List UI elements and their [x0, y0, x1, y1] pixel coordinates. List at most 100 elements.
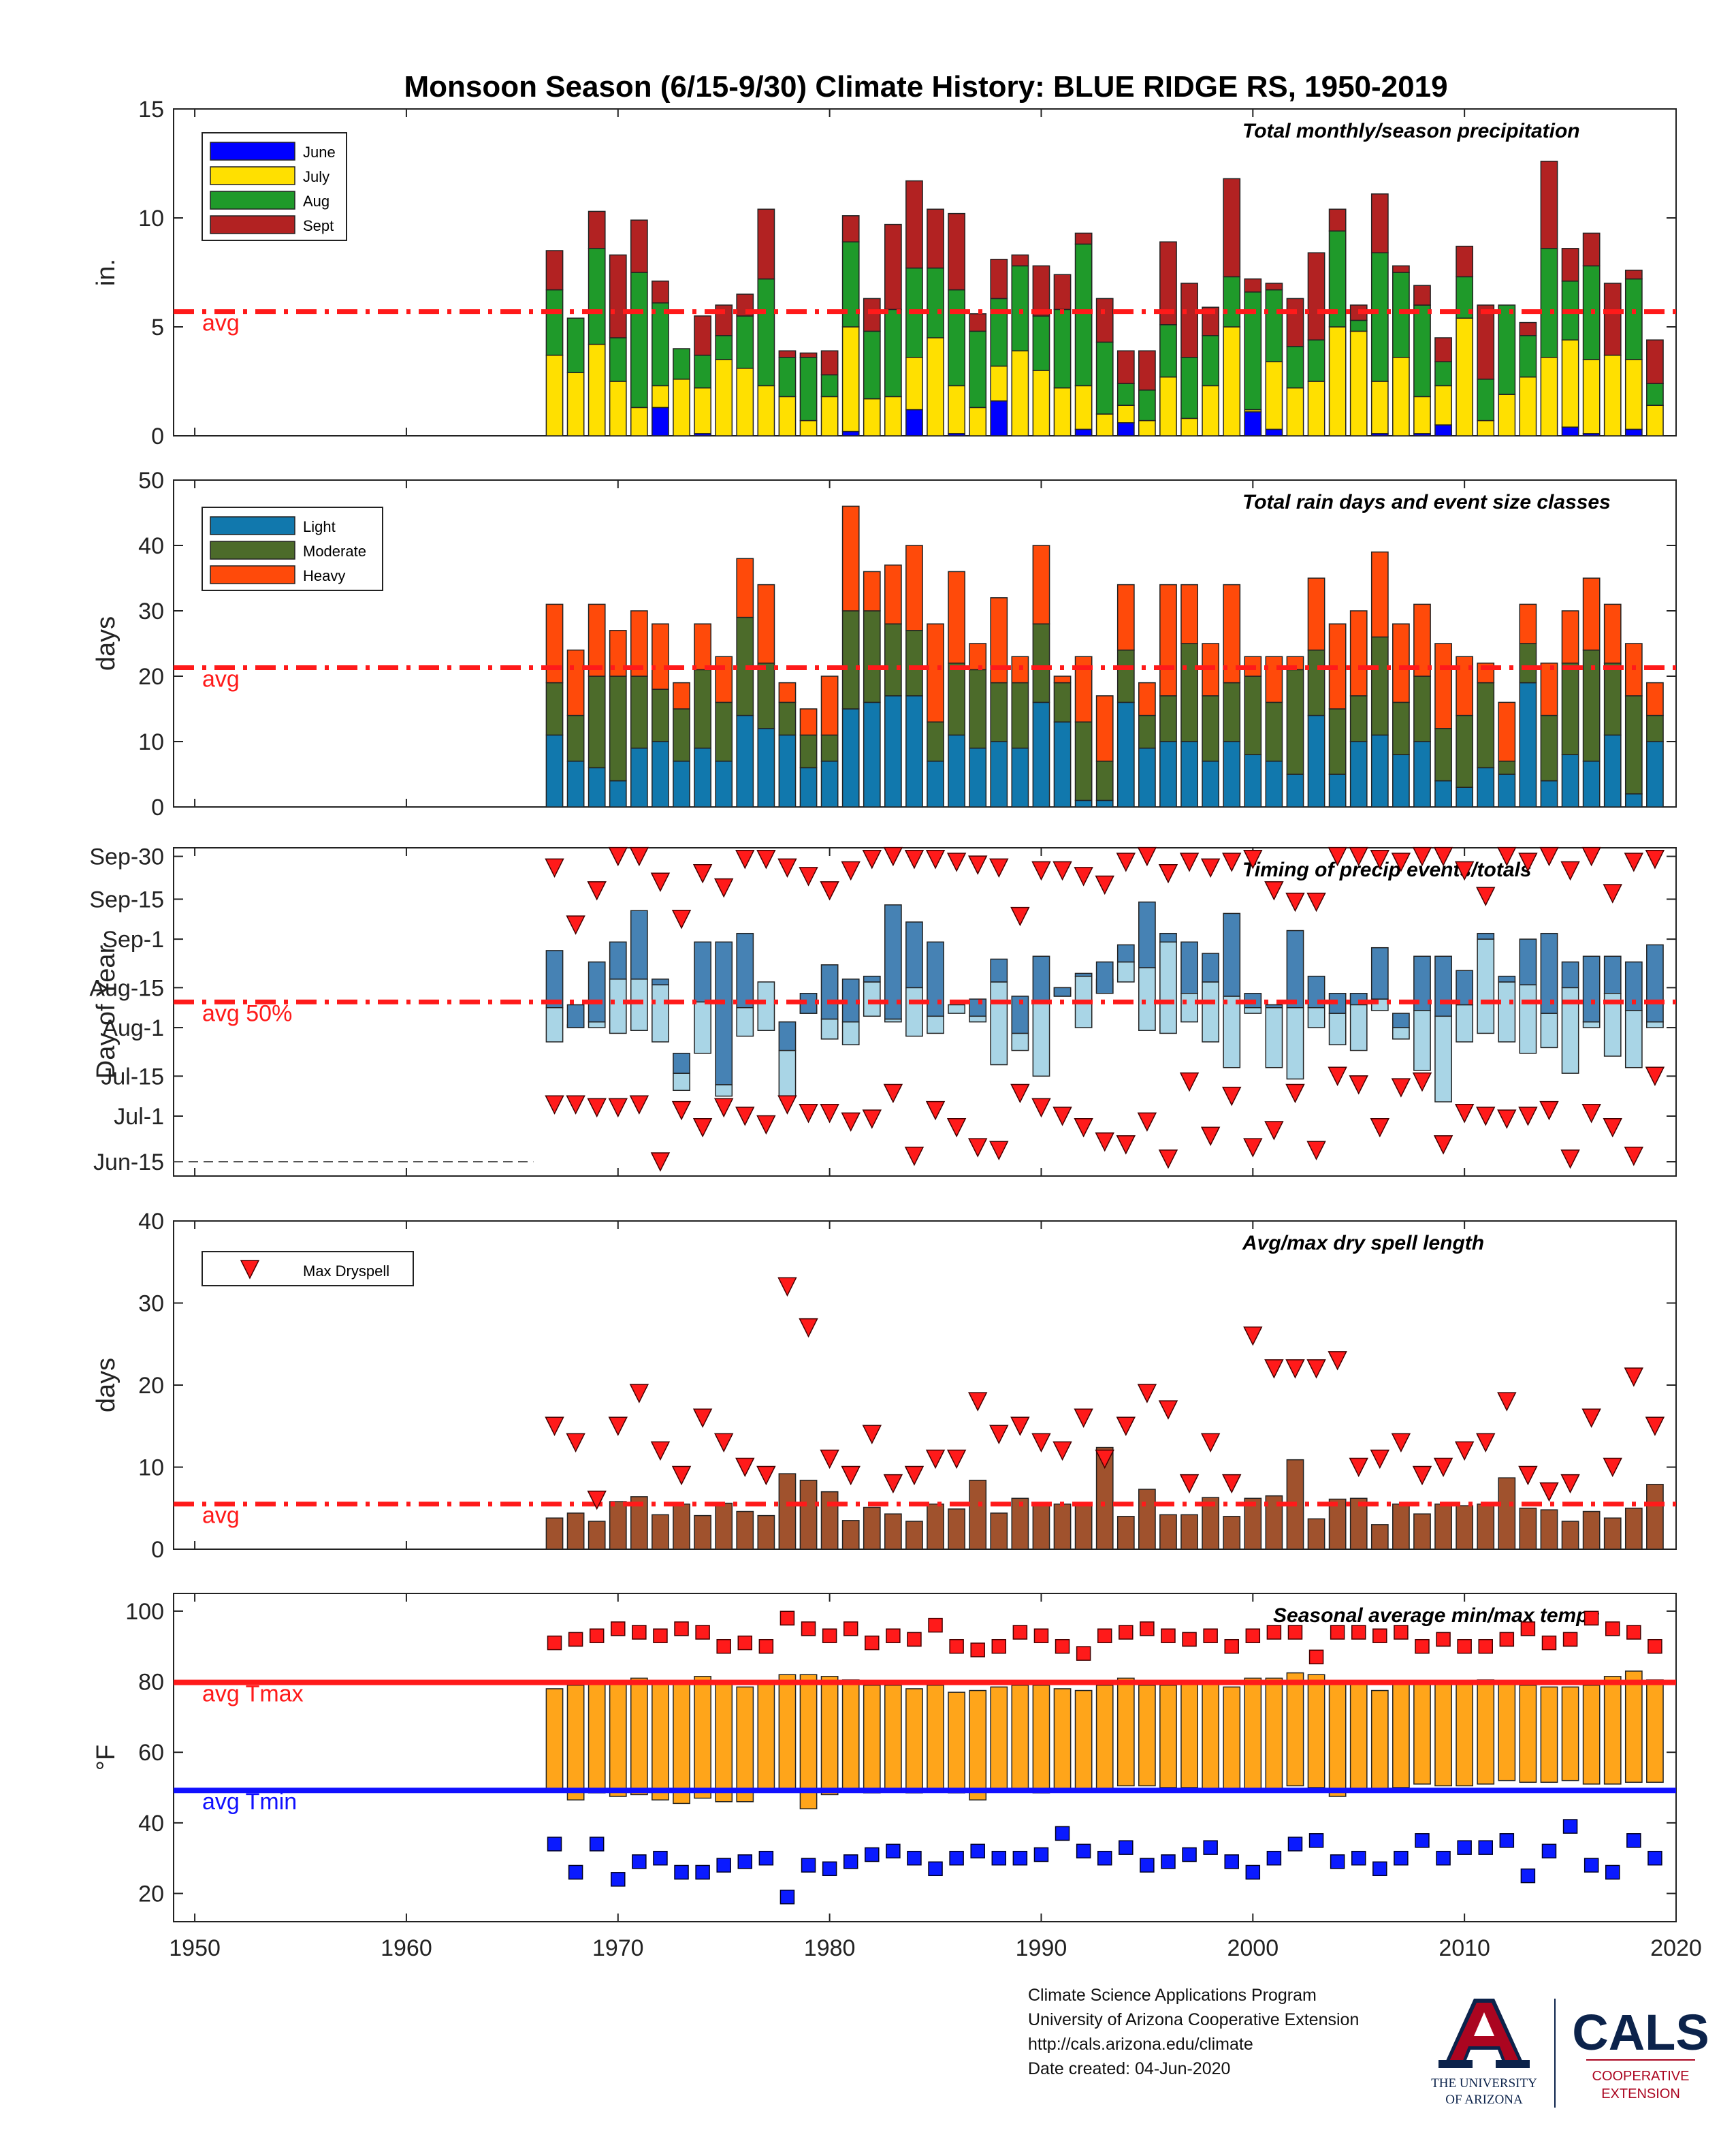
tmin-marker — [1647, 1850, 1662, 1866]
temp-range-bar — [948, 1692, 965, 1794]
bar-segment — [1328, 208, 1347, 232]
legend-swatch — [210, 166, 295, 185]
first-event-marker — [925, 1100, 946, 1121]
bar-segment — [1011, 350, 1029, 436]
dryspell-bar — [715, 1502, 733, 1550]
bar-segment — [1540, 161, 1558, 249]
timing-bar-lower — [1159, 941, 1177, 1034]
first-event-marker — [1518, 1107, 1538, 1126]
max-dryspell-marker — [1179, 1474, 1200, 1494]
max-dryspell-marker — [1624, 1367, 1644, 1387]
tmax-marker — [1394, 1625, 1409, 1640]
temp-range-bar — [1116, 1677, 1135, 1787]
timing-bar-upper — [863, 975, 881, 983]
bar-segment — [715, 335, 733, 360]
tmax-marker — [1584, 1610, 1599, 1626]
temp-range-bar — [1265, 1677, 1283, 1790]
bar-segment — [1646, 404, 1664, 436]
bar-segment — [927, 337, 944, 436]
tmax-marker — [1308, 1649, 1324, 1665]
bar-segment — [1053, 721, 1072, 808]
max-dryspell-marker — [1349, 1457, 1368, 1478]
timing-bar-lower — [969, 1015, 987, 1023]
bar-segment — [652, 741, 669, 808]
temp-range-bar — [736, 1686, 754, 1803]
x-tick-label: 1970 — [592, 1935, 644, 1961]
timing-bar-upper — [1561, 961, 1579, 989]
max-dryspell-marker — [883, 1474, 903, 1494]
tmax-marker — [1351, 1625, 1366, 1640]
dryspell-bar — [1032, 1505, 1050, 1550]
last-event-marker — [692, 863, 713, 884]
last-event-marker — [608, 846, 628, 867]
bar-segment — [1180, 643, 1198, 742]
temp-range-bar — [1053, 1688, 1072, 1790]
bar-segment — [609, 676, 627, 782]
last-event-marker — [545, 858, 564, 878]
y-tick-label: Sep-1 — [102, 927, 164, 953]
first-event-marker — [777, 1095, 797, 1115]
first-event-marker — [1581, 1104, 1601, 1124]
first-event-marker — [1539, 1100, 1559, 1121]
timing-bar-lower — [630, 979, 648, 1031]
max-dryspell-marker — [608, 1416, 628, 1436]
bar-segment — [1456, 317, 1474, 436]
first-event-marker — [946, 1117, 967, 1138]
bar-segment — [1561, 426, 1579, 436]
bar-segment — [884, 308, 902, 398]
timing-bar-lower — [1138, 967, 1156, 1031]
tmax-marker — [949, 1638, 964, 1654]
first-event-marker — [1391, 1078, 1411, 1098]
bar-segment — [1624, 278, 1643, 360]
tmin-marker — [928, 1861, 943, 1877]
bar-segment — [1011, 265, 1029, 351]
bar-segment — [652, 281, 669, 304]
last-event-marker — [1476, 887, 1496, 906]
bar-segment — [715, 359, 733, 436]
last-event-marker — [650, 872, 671, 892]
bar-segment — [652, 302, 669, 387]
bar-segment — [609, 254, 627, 338]
bar-segment — [1349, 330, 1368, 436]
timing-bar-upper — [1265, 1004, 1283, 1009]
first-event-marker — [1222, 1086, 1242, 1107]
last-event-marker — [1370, 850, 1390, 870]
last-event-marker — [1285, 892, 1305, 912]
bar-segment — [778, 682, 797, 703]
bar-segment — [1392, 754, 1410, 808]
tmin-marker — [949, 1850, 964, 1866]
last-event-marker — [735, 850, 755, 870]
dryspell-bar — [1434, 1503, 1452, 1550]
tmin-marker — [1562, 1819, 1578, 1834]
y-axis-label: Day of Year — [92, 944, 120, 1079]
y-tick-label: 40 — [138, 1811, 164, 1837]
bar-segment — [1032, 315, 1050, 371]
bar-segment — [1392, 701, 1410, 755]
tmax-marker — [1372, 1628, 1387, 1643]
bar-segment — [1349, 741, 1368, 808]
bar-segment — [1392, 272, 1410, 358]
bar-segment — [1540, 248, 1558, 358]
x-tick-label: 1960 — [381, 1935, 432, 1961]
dryspell-bar — [757, 1514, 775, 1550]
bar-segment — [1328, 708, 1347, 775]
last-event-marker — [1010, 906, 1030, 927]
last-event-marker — [841, 861, 861, 881]
last-event-marker — [1433, 846, 1453, 867]
bar-segment — [778, 350, 797, 358]
bar-segment — [1456, 787, 1474, 808]
bar-segment — [1477, 682, 1495, 769]
first-event-marker — [904, 1146, 925, 1166]
bar-segment — [841, 610, 860, 710]
tmax-marker — [822, 1628, 837, 1643]
max-dryspell-marker — [1603, 1457, 1622, 1478]
bar-segment — [1265, 361, 1283, 430]
timing-bar-upper — [820, 964, 839, 1020]
bar-segment — [1138, 419, 1156, 436]
bar-segment — [1498, 394, 1516, 436]
y-tick-label: Aug-1 — [102, 1015, 164, 1041]
first-event-marker — [1370, 1117, 1390, 1138]
tmax-marker — [695, 1625, 710, 1640]
tmax-marker — [674, 1621, 689, 1636]
